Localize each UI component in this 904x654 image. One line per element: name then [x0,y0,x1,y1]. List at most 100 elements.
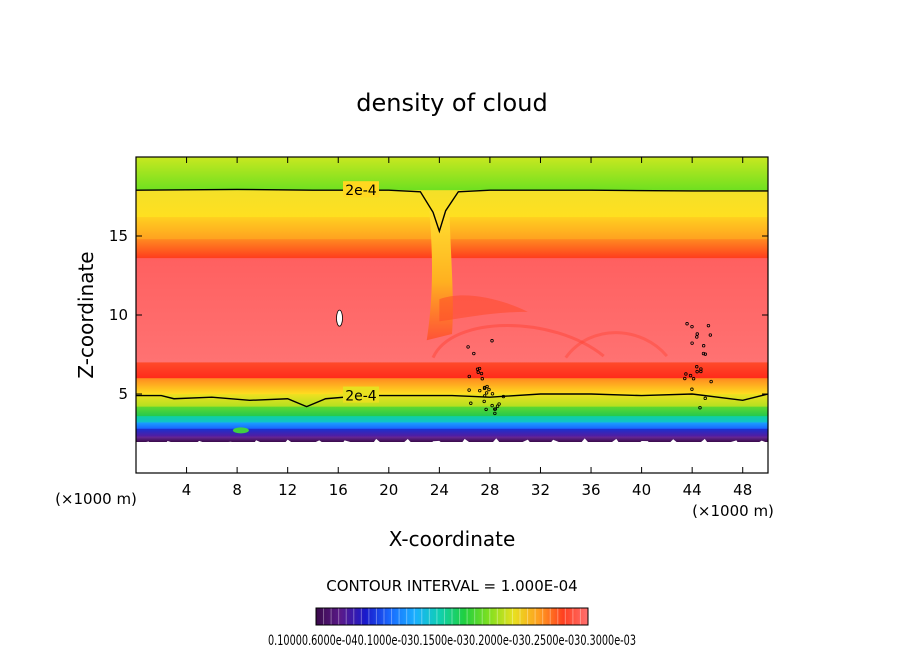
colorbar-labels: 0.10000.6000e-040.1000e-030.1500e-030.20… [268,633,636,649]
y-tick-label: 15 [109,227,128,245]
x-axis-unit-right: (×1000 m) [692,502,774,520]
x-tick-label: 44 [683,481,702,499]
density-arc [564,331,669,359]
x-axis-unit-left: (×1000 m) [55,490,137,508]
density-band [136,416,768,424]
contour-speck [482,386,487,391]
contour-speck [690,324,694,329]
contour-speck [701,344,706,348]
density-band [136,378,768,395]
x-tick-label: 48 [733,481,752,499]
contour-speck [490,392,495,396]
contour-speck [493,411,497,416]
x-tick-label: 32 [531,481,550,499]
contour-speck [684,372,688,376]
contour-speck [472,351,476,356]
contour-speck [690,387,694,391]
x-tick-label: 16 [329,481,348,499]
x-tick-label: 40 [632,481,651,499]
density-band [136,157,768,191]
contour-speck [691,377,696,381]
y-tick-label: 10 [109,306,128,324]
contour-speck [688,373,693,378]
contour-speck [703,352,708,356]
outflow-arm [439,295,528,322]
density-hole [336,309,343,327]
contour-speck [485,384,489,389]
contour-speck [695,369,699,374]
chart-title: density of cloud [356,89,547,117]
plot-area: 2e-4 2e-4 [136,157,768,473]
contour-speck [695,365,699,369]
density-arc [431,324,605,359]
contour-speck [484,407,488,412]
colorbar-stripes [323,608,581,625]
contour-speck [695,332,699,336]
contour-line [136,393,768,408]
contour-speck [476,370,480,374]
contour-speck [479,371,484,376]
y-tick-label: 5 [118,385,128,403]
contour-speck [484,391,489,395]
contour-line [136,188,768,234]
density-band [136,406,768,417]
contour-speck [475,367,480,371]
contour-speck [695,335,699,339]
contour-speck [701,351,706,356]
contour-speck [683,376,687,381]
contour-speck [495,404,500,408]
x-tick-label: 28 [480,481,499,499]
contour-speck [690,341,694,345]
contour-speck [703,396,707,401]
x-tick-label: 4 [182,481,192,499]
contour-interval-text: CONTOUR INTERVAL = 1.000E-04 [326,577,577,595]
contour-speck [497,402,501,406]
contour-speck [487,387,491,392]
density-band [136,239,768,259]
x-tick-label: 8 [232,481,242,499]
contour-speck [480,377,484,381]
contour-speck [698,406,702,410]
contour-speck [478,388,482,393]
density-features [136,210,768,473]
contour-speck [490,339,494,343]
density-band [136,217,768,240]
contour-lines: 2e-4 2e-4 [136,181,768,408]
x-tick-label: 20 [379,481,398,499]
density-band [136,422,768,430]
y-axis-ticks: 5 10 15 [109,227,768,403]
contour-speck [466,345,470,349]
contour-speck [493,407,498,411]
x-axis-ticks: 4 8 12 16 20 24 28 32 36 40 44 48 [182,157,752,499]
contour-speck [708,333,713,337]
colorbar-frame [315,607,589,626]
x-tick-label: 36 [581,481,600,499]
y-axis-label: Z-coordinate [74,251,98,378]
contour-speck [490,403,494,408]
contour-speck [467,374,471,379]
colorbar: 0.10000.6000e-040.1000e-030.1500e-030.20… [268,607,636,649]
x-tick-label: 12 [278,481,297,499]
contour-speck [709,379,713,384]
contour-speck [469,401,473,405]
contour-speck [467,388,471,392]
contour-label-bg [342,386,379,403]
density-band [136,394,768,408]
cloud-base-edge [136,438,768,473]
x-tick-label: 24 [430,481,449,499]
density-blob [232,427,249,434]
contour-label-bg [342,181,379,198]
density-band [136,362,768,379]
density-band [136,436,768,442]
contour-speck [685,322,689,326]
contour-speck [706,323,711,328]
contour-speck [699,367,703,371]
contour-speck [482,399,486,404]
contour-label: 2e-4 [345,389,377,405]
contour-label: 2e-4 [345,183,377,199]
density-band [136,190,768,218]
density-band [136,428,768,438]
colorbar-fill [316,608,588,625]
x-axis-label: X-coordinate [389,527,516,551]
